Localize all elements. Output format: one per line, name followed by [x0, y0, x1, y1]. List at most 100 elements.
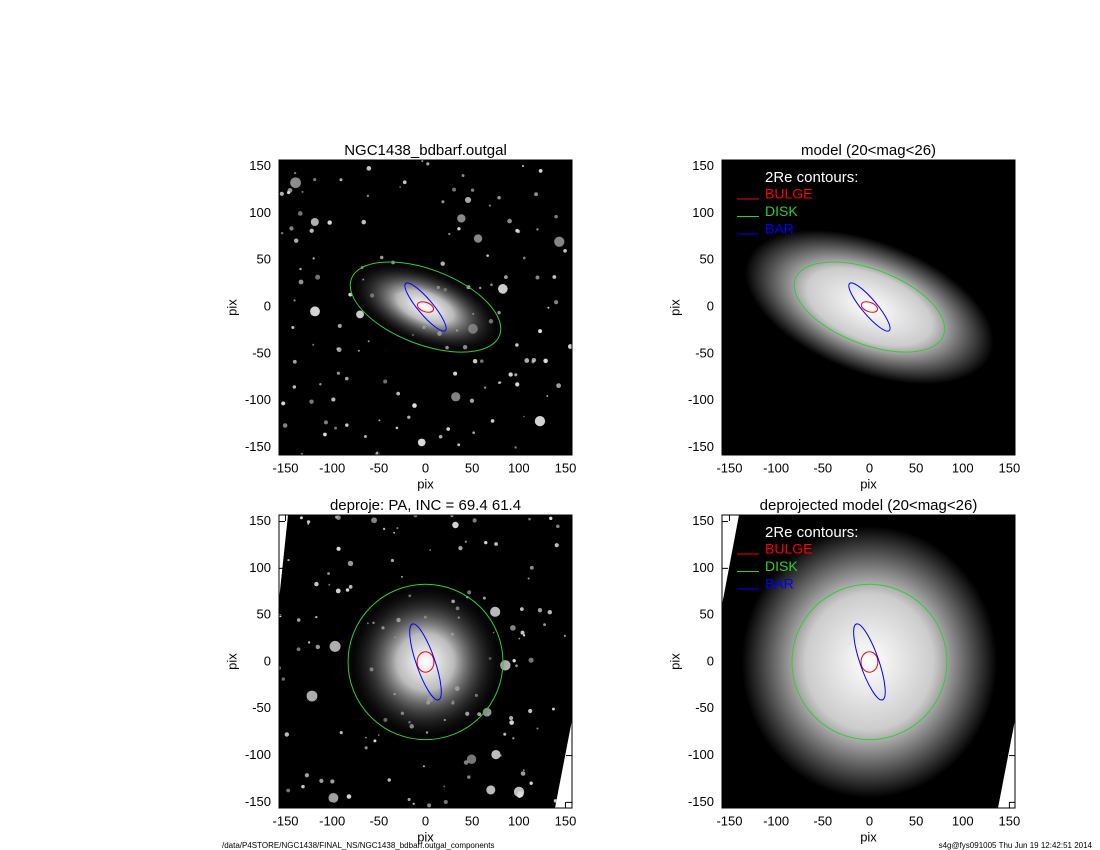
star — [482, 596, 486, 600]
star — [467, 775, 471, 779]
star — [296, 618, 301, 622]
y-tick-label: -50 — [695, 700, 714, 715]
star — [365, 736, 367, 739]
star — [301, 784, 305, 789]
star — [299, 516, 303, 520]
star — [524, 358, 530, 363]
y-axis-label: pix — [224, 299, 239, 316]
x-tick-label: -50 — [813, 813, 832, 828]
star — [515, 343, 519, 347]
star — [287, 188, 293, 193]
x-tick-label: -100 — [763, 460, 789, 475]
panel: -150 -100 -50 0 50 100 150 -150 -100 -50 0 50 100 150… — [224, 142, 576, 491]
y-tick-label: 100 — [249, 560, 271, 575]
star — [472, 358, 478, 364]
star — [335, 588, 341, 594]
legend-label: DISK — [765, 203, 798, 219]
star — [327, 572, 331, 575]
y-tick-label: 100 — [692, 205, 714, 220]
y-tick-label: 50 — [257, 252, 271, 267]
star — [319, 778, 324, 783]
star — [378, 419, 381, 422]
star — [301, 190, 304, 193]
star — [377, 734, 380, 736]
star — [452, 521, 459, 529]
star — [337, 323, 342, 329]
star — [563, 634, 566, 637]
star — [528, 657, 534, 663]
panel: -150 -100 -50 0 50 100 150 -150 -100 -50 0 50 100 150… — [224, 497, 576, 844]
star — [488, 204, 491, 207]
star — [472, 431, 476, 435]
star — [536, 228, 539, 231]
star — [523, 415, 525, 418]
star — [509, 720, 514, 725]
star — [451, 392, 461, 402]
star — [514, 373, 518, 377]
x-tick-label: 50 — [909, 460, 923, 475]
star — [307, 522, 310, 525]
star — [556, 383, 561, 389]
contour — [404, 282, 447, 332]
x-tick-label: 0 — [422, 460, 429, 475]
star — [509, 715, 514, 721]
star — [345, 423, 349, 427]
star — [304, 773, 310, 778]
x-tick-label: -150 — [273, 460, 299, 475]
image — [722, 160, 1015, 455]
star — [457, 443, 461, 447]
star — [498, 284, 508, 294]
star — [427, 803, 432, 808]
star — [387, 778, 391, 782]
y-tick-label: 0 — [264, 298, 271, 313]
star — [298, 279, 304, 285]
star — [554, 543, 559, 548]
star — [307, 641, 311, 644]
star — [529, 781, 533, 785]
star — [546, 395, 549, 398]
star — [315, 644, 320, 650]
x-tick-label: 0 — [422, 813, 429, 828]
star — [555, 524, 560, 529]
star — [458, 546, 463, 551]
star — [561, 773, 564, 776]
star — [537, 607, 543, 613]
star — [520, 630, 525, 635]
star — [470, 188, 475, 192]
star — [280, 552, 284, 557]
star — [446, 427, 451, 431]
star — [490, 419, 495, 423]
star — [315, 274, 321, 280]
x-tick-label: 150 — [555, 460, 577, 475]
star — [567, 344, 572, 349]
star — [280, 232, 284, 235]
y-axis-label: pix — [224, 653, 239, 670]
star — [383, 379, 388, 384]
star — [479, 359, 484, 363]
star — [396, 527, 399, 530]
star — [336, 371, 341, 375]
legend-title: 2Re contours: — [765, 169, 858, 186]
x-tick-label: -100 — [319, 813, 345, 828]
star — [512, 737, 515, 740]
x-tick-label: -50 — [369, 813, 388, 828]
contour — [791, 583, 948, 741]
star — [328, 583, 331, 586]
star — [443, 799, 448, 805]
star — [412, 403, 417, 408]
star — [529, 565, 534, 570]
star — [538, 169, 543, 173]
star — [323, 432, 327, 437]
star — [490, 283, 493, 287]
star — [527, 577, 530, 580]
star — [336, 546, 341, 551]
star — [520, 771, 526, 776]
x-tick-label: 0 — [866, 813, 873, 828]
star — [464, 540, 467, 543]
y-tick-label: 150 — [692, 158, 714, 173]
star — [310, 306, 320, 317]
image — [279, 515, 572, 808]
x-tick-label: 50 — [909, 813, 923, 828]
